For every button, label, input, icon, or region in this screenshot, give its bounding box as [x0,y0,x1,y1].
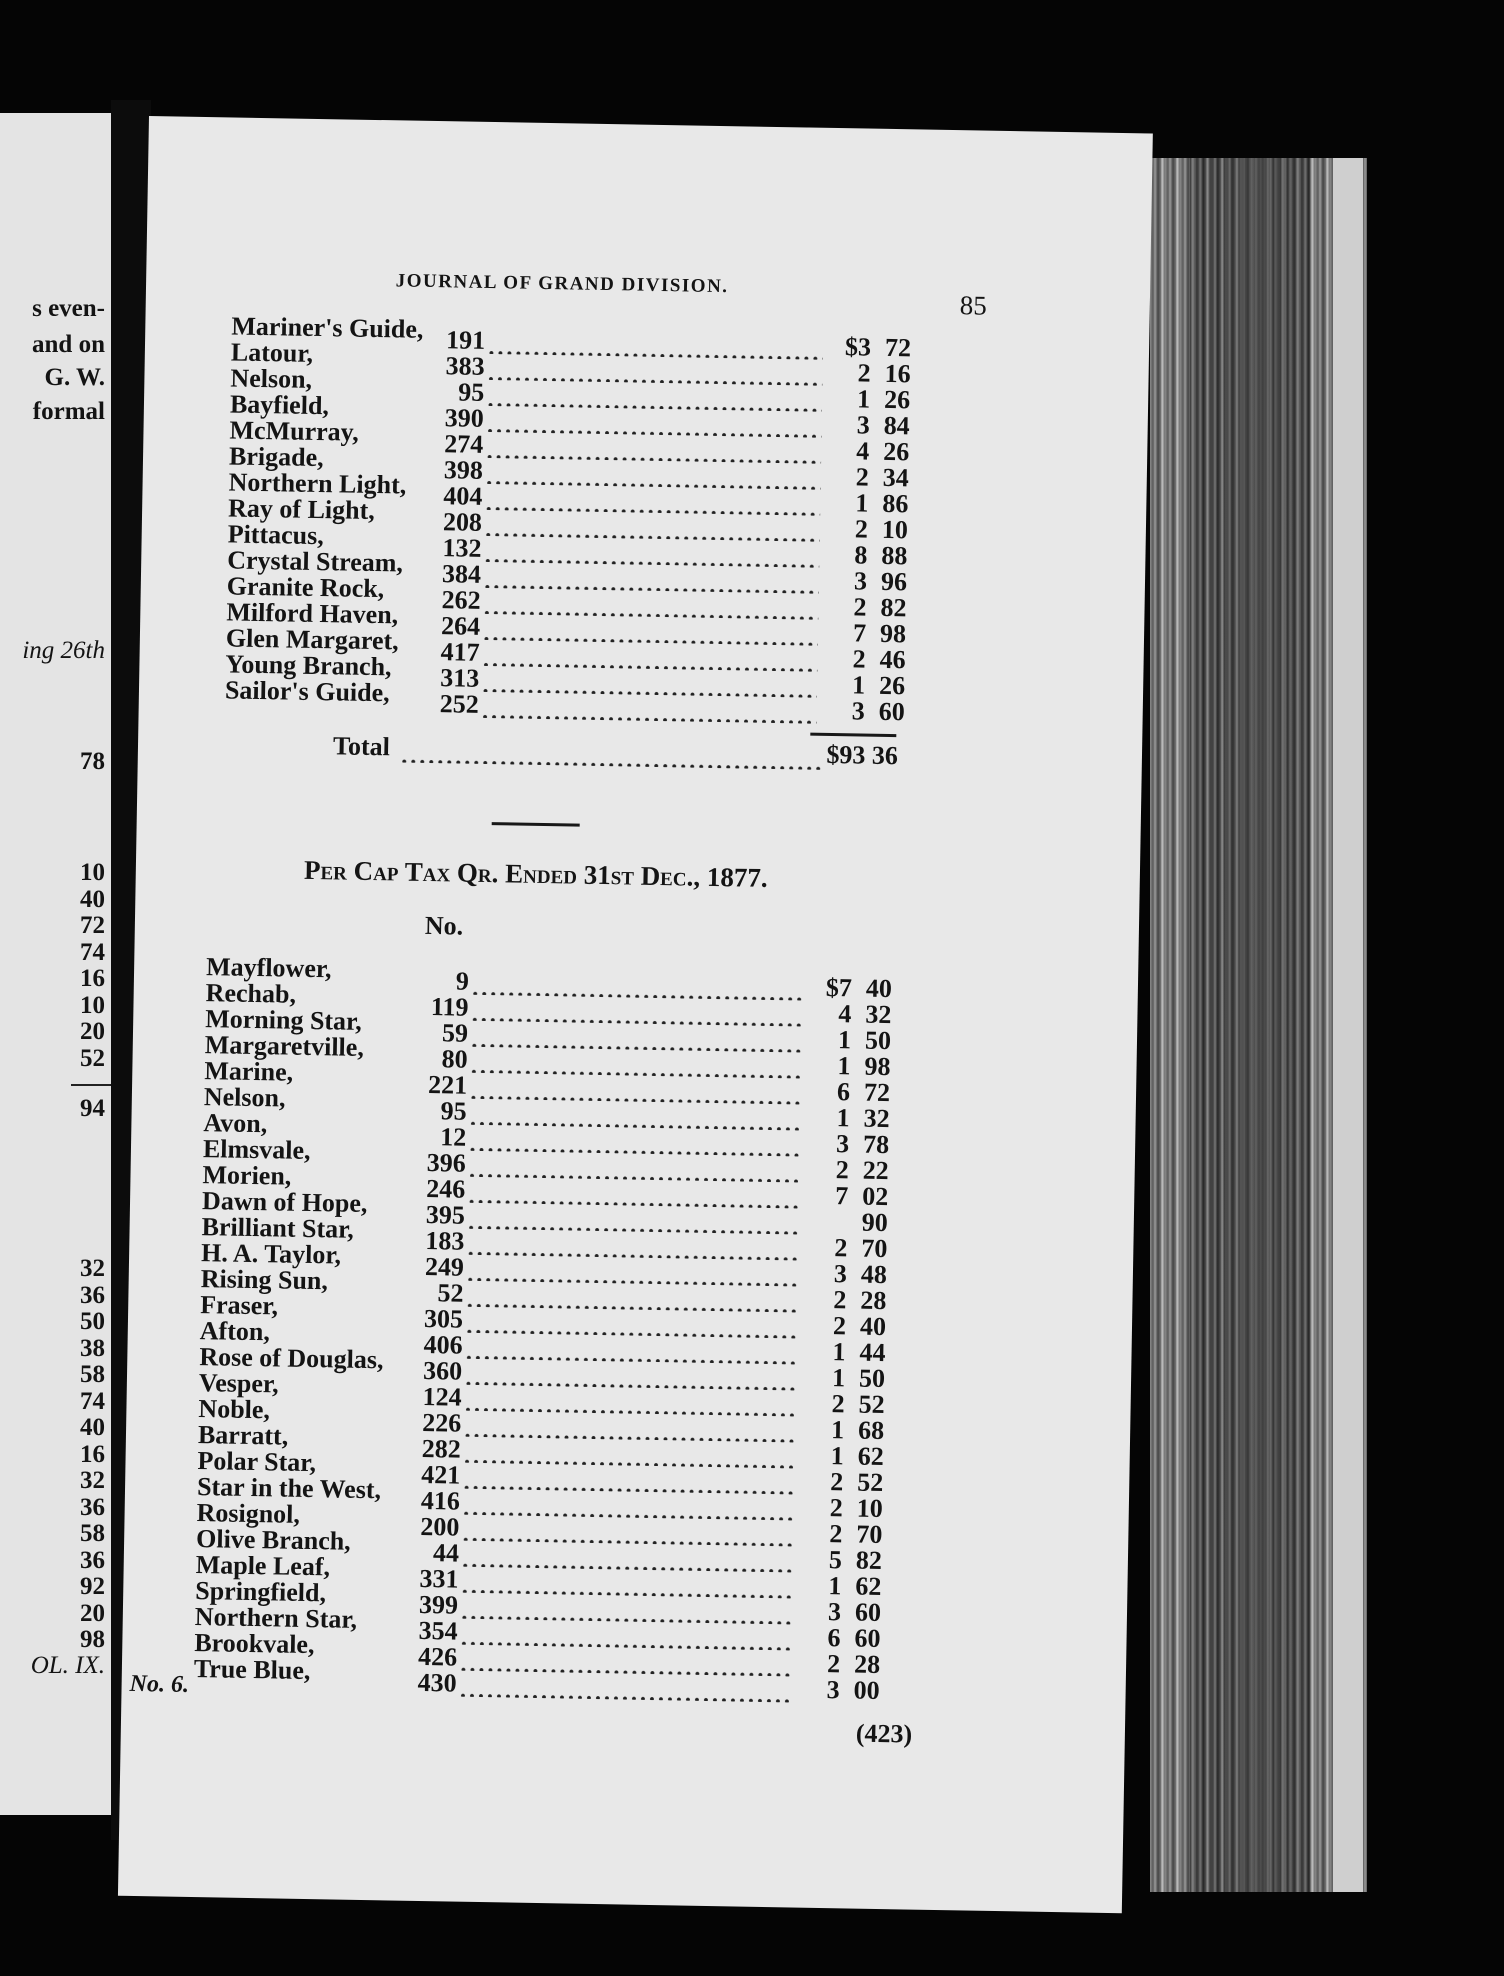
top-list: Mariner's Guide, 191 $3 72 Latour, 383 2 16 Nels… [224,311,912,726]
amount-cents: 10 [80,991,105,1019]
division-number: 430 [417,1667,457,1698]
number-column-header: No. [424,910,464,941]
leader-dots [480,691,817,724]
amount-cents: 38 [80,1334,105,1362]
text-line: 78 [80,748,105,775]
leader-dots [399,736,823,770]
amount-cents: 74 [80,1387,105,1415]
signature-number-mark: No. 6. [129,1670,190,1698]
lodge-name: True Blue, [193,1654,311,1686]
facing-page-fragment: s even-and on G. W. formal ing 26th 78 10 40 72… [0,113,111,1815]
amount-cents: 32 [80,1255,105,1282]
row-values: 430 3 00 [386,1667,880,1705]
total-row: Total $93 36 [333,731,898,771]
total-amount: 94 [80,1095,105,1122]
running-title: JOURNAL OF GRAND DIVISION. [395,270,729,298]
page-number: 85 [959,290,988,321]
total-amount: $93 36 [826,739,899,771]
book-page: JOURNAL OF GRAND DIVISION. 85 Mariner's … [117,116,1153,1914]
amount-cents: 50 [80,1308,105,1335]
amount-cents: 98 [80,1626,105,1653]
amount-cents: 92 [80,1573,105,1600]
division-number: 252 [439,689,480,719]
amount-cents: 52 [80,1044,105,1072]
text-line: G. W. [44,364,105,391]
section-divider [491,822,580,827]
amount: 3 00 [795,1675,880,1705]
lodge-name: Noble, [198,1394,271,1425]
amount-cents: 36 [80,1281,105,1309]
amount-dollars: 3 [826,1675,840,1705]
amount-cents: 40 [80,885,105,913]
amount-cents: 58 [80,1361,105,1388]
amount-cents: 58 [80,1520,105,1547]
amount-cents: 16 [80,1440,105,1468]
bottom-list: Mayflower, 9 $7 40 Rechab, 119 4 32 Morning Star… [193,952,893,1705]
total-rule [810,732,897,738]
amount: 3 60 [820,696,905,727]
amount-cents: 72 [80,912,105,939]
leader-dots [458,1670,792,1703]
total-label: Total [332,731,391,762]
lodge-name: Avon, [203,1108,268,1139]
text-line: s even- [32,295,105,322]
amount-cents: 00 [853,1675,880,1705]
text-line: ing 26th [22,637,105,664]
row-values: 252 3 60 [409,689,905,727]
amount-cents: 40 [80,1414,105,1441]
text-line: and on [32,331,105,358]
printer-signature: (423) [855,1718,913,1749]
amount-cents: 36 [80,1493,105,1521]
amount-cents: 10 [80,859,105,886]
amount-cents: 16 [80,965,105,992]
amount-cents: 32 [80,1467,105,1494]
text-line: formal [32,398,105,425]
amount-cents: 36 [80,1546,105,1574]
amount-dollars: 3 [851,696,865,726]
lodge-name: Afton, [199,1316,271,1347]
amount-cents: 74 [80,938,105,966]
page-footer: OL. IX. [30,1652,105,1679]
amount-cents: 20 [80,1018,105,1045]
amount-cents: 60 [878,696,905,727]
lodge-name: Sailor's Guide, [224,675,390,708]
page-edges [1150,158,1367,1892]
section-heading: Per Cap Tax Qr. Ended 31st Dec., 1877. [303,854,768,893]
amount-cents: 20 [80,1599,105,1627]
total-rule [71,1084,111,1086]
